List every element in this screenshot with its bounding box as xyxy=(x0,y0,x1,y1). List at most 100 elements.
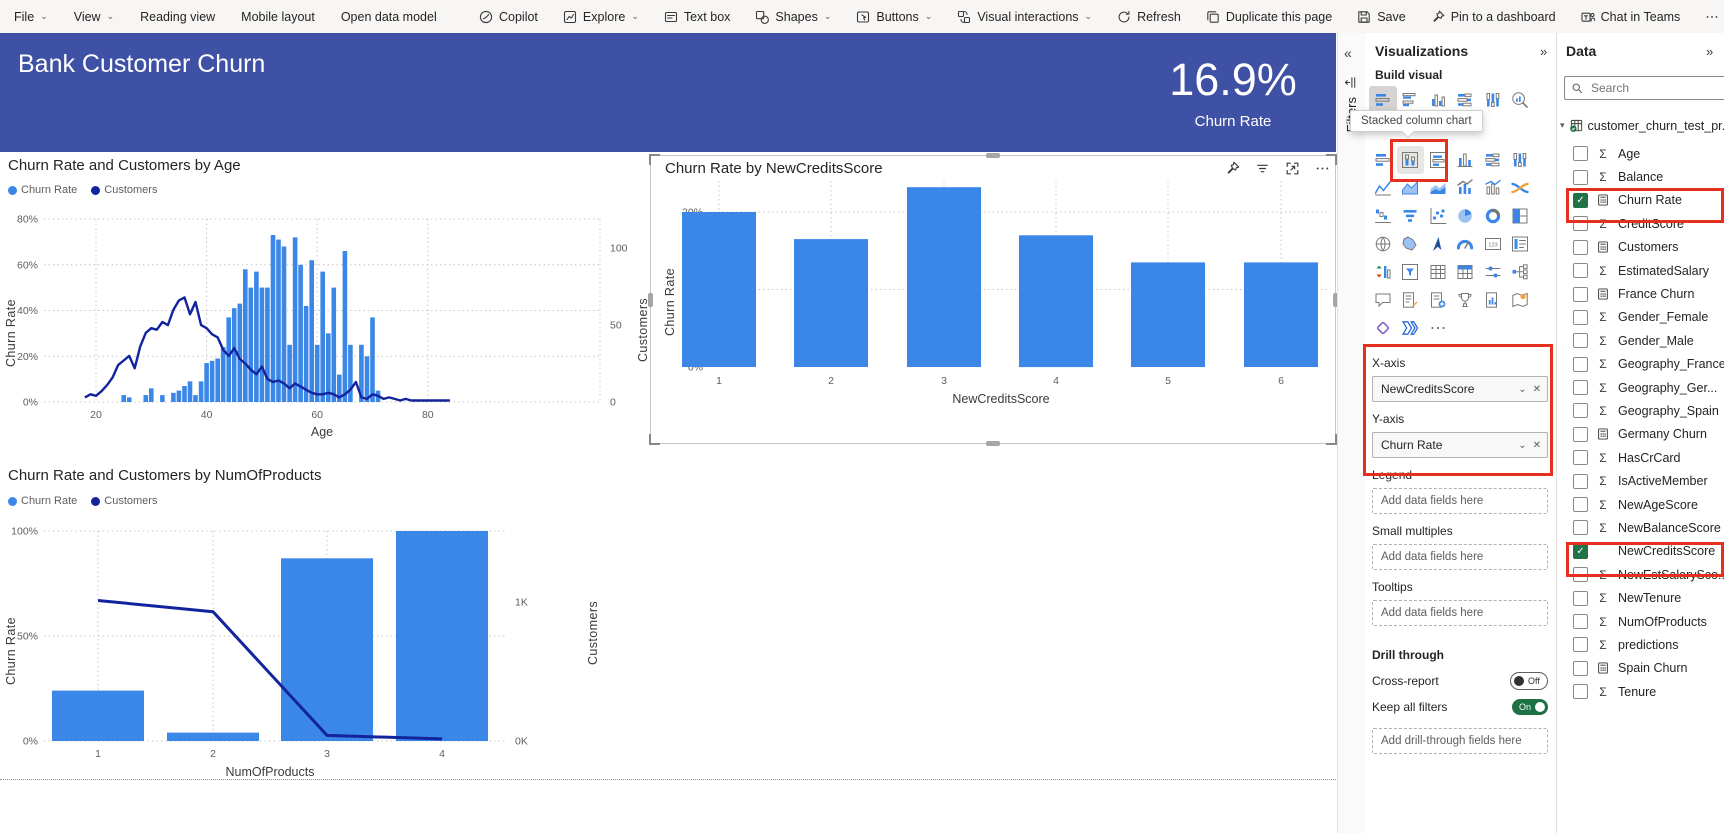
resize-handle-bottomright[interactable] xyxy=(1326,434,1337,445)
legend-item-churn-rate[interactable]: Churn Rate xyxy=(8,495,77,507)
visual-qa-visual-icon[interactable] xyxy=(1369,286,1397,314)
field-row-newcreditsscore[interactable]: ✓ NewCreditsScore xyxy=(1573,540,1723,563)
visual-power-apps-icon[interactable] xyxy=(1369,314,1397,342)
visual-slicer-icon[interactable] xyxy=(1397,258,1425,286)
visual-scatter-chart-icon[interactable] xyxy=(1424,202,1452,230)
visual-column-chart-icon[interactable] xyxy=(1452,146,1480,174)
kpi-card[interactable]: 16.9% Churn Rate xyxy=(1100,55,1366,131)
field-row-tenure[interactable]: Σ Tenure xyxy=(1573,680,1723,703)
collapse-data-pane-button[interactable]: » xyxy=(1706,44,1714,59)
checkbox[interactable] xyxy=(1573,473,1588,489)
checkbox[interactable] xyxy=(1573,169,1588,185)
visual-churn-by-newcreditsscore[interactable]: Churn Rate by NewCreditsScore Churn Rate… xyxy=(648,153,1338,446)
field-row-gender-female[interactable]: Σ Gender_Female xyxy=(1573,306,1723,329)
combo-chart-numofproducts[interactable]: 0% 50% 100% 0K 1K 1 2 3 4 NumOfProducts xyxy=(0,523,652,785)
field-row-gender-male[interactable]: Σ Gender_Male xyxy=(1573,329,1723,352)
visual-line-chart-icon[interactable] xyxy=(1369,174,1397,202)
visual-gauge-icon[interactable] xyxy=(1452,230,1480,258)
field-row-age[interactable]: Σ Age xyxy=(1573,142,1723,165)
field-row-geography-france[interactable]: Σ Geography_France xyxy=(1573,353,1724,376)
checkbox[interactable] xyxy=(1573,380,1588,396)
visual-waterfall-chart-icon[interactable] xyxy=(1369,202,1397,230)
field-row-newbalancescore[interactable]: Σ NewBalanceScore xyxy=(1573,516,1723,539)
drill-through-empty-well[interactable]: Add drill-through fields here xyxy=(1372,728,1548,754)
field-row-churn-rate[interactable]: ✓ Churn Rate xyxy=(1573,189,1723,212)
visual-100-stacked-column-chart-icon[interactable] xyxy=(1479,86,1507,114)
field-row-geography-ger[interactable]: Σ Geography_Ger... xyxy=(1573,376,1723,399)
toolbar-text-box-button[interactable]: Text box xyxy=(663,9,730,25)
field-row-newestsalarysco[interactable]: Σ NewEstSalarySco... xyxy=(1573,563,1724,586)
toolbar-file-button[interactable]: File ⌄ xyxy=(14,10,48,24)
visual-auto-visual-icon[interactable] xyxy=(1507,86,1535,114)
remove-field-icon[interactable]: ✕ xyxy=(1532,439,1541,451)
visual-100-stacked-column-icon[interactable] xyxy=(1507,146,1535,174)
filter-applied-icon[interactable] xyxy=(1254,160,1271,177)
field-row-numofproducts[interactable]: Σ NumOfProducts xyxy=(1573,610,1723,633)
field-pill-churn-rate[interactable]: Churn Rate ⌄ ✕ xyxy=(1372,432,1548,458)
visual-more-visuals-icon[interactable] xyxy=(1424,314,1452,342)
collapse-visualizations-pane-button[interactable]: » xyxy=(1540,44,1548,59)
resize-handle-topleft[interactable] xyxy=(649,154,660,165)
chevron-down-icon[interactable]: ⌄ xyxy=(1518,383,1527,395)
visual-power-bi-report-icon[interactable] xyxy=(1479,286,1507,314)
visual-treemap-icon[interactable] xyxy=(1507,202,1535,230)
visual-card-icon[interactable]: 123 xyxy=(1479,230,1507,258)
remove-field-icon[interactable]: ✕ xyxy=(1532,383,1541,395)
visual-arcgis-map-icon[interactable] xyxy=(1507,286,1535,314)
cross-report-toggle[interactable]: Off xyxy=(1510,672,1548,690)
empty-well-tooltips[interactable]: Add data fields here xyxy=(1372,600,1548,626)
empty-well-small-multiples[interactable]: Add data fields here xyxy=(1372,544,1548,570)
checkbox[interactable] xyxy=(1573,450,1588,466)
field-row-creditscore[interactable]: Σ CreditScore xyxy=(1573,212,1723,235)
visual-kpi-icon[interactable] xyxy=(1369,258,1397,286)
visual-line-and-clustered-column-chart-icon[interactable] xyxy=(1479,174,1507,202)
toolbar-reading-view-button[interactable]: Reading view xyxy=(140,10,215,24)
checkbox[interactable] xyxy=(1573,356,1588,372)
checkbox[interactable] xyxy=(1573,520,1588,536)
checkbox[interactable] xyxy=(1573,286,1588,302)
visual-area-chart-icon[interactable] xyxy=(1397,174,1425,202)
resize-handle-right[interactable] xyxy=(1333,292,1338,307)
visual-paginated-report-icon[interactable] xyxy=(1424,286,1452,314)
visual-churn-by-numofproducts[interactable]: Churn Rate and Customers by NumOfProduct… xyxy=(0,455,652,785)
toolbar-open-data-model-button[interactable]: Open data model xyxy=(341,10,437,24)
toolbar-refresh-button[interactable]: Refresh xyxy=(1116,9,1181,25)
field-row-customers[interactable]: Customers xyxy=(1573,236,1723,259)
visual-line-and-stacked-column-chart-icon[interactable] xyxy=(1452,174,1480,202)
field-row-balance[interactable]: Σ Balance xyxy=(1573,165,1723,188)
visual-stacked-bar-chart-icon[interactable] xyxy=(1369,86,1397,114)
checkbox-checked[interactable]: ✓ xyxy=(1573,543,1588,559)
checkbox[interactable] xyxy=(1573,309,1588,325)
more-options-icon[interactable] xyxy=(1314,160,1331,177)
combo-chart-age[interactable]: 0% 20% 40% 60% 80% 20 40 60 80 0 50 100 Age xyxy=(0,202,652,442)
checkbox[interactable] xyxy=(1573,590,1588,606)
toolbar-chat-in-teams-button[interactable]: Chat in Teams xyxy=(1580,9,1680,25)
visual-map-icon[interactable] xyxy=(1369,230,1397,258)
field-row-spain-churn[interactable]: Spain Churn xyxy=(1573,657,1723,680)
visual-table-icon[interactable] xyxy=(1424,258,1452,286)
toolbar-copilot-button[interactable]: Copilot xyxy=(478,9,538,25)
toolbar-view-button[interactable]: View ⌄ xyxy=(74,10,114,24)
field-row-hascrcard[interactable]: Σ HasCrCard xyxy=(1573,446,1723,469)
checkbox[interactable] xyxy=(1573,239,1588,255)
search-box[interactable] xyxy=(1564,76,1724,100)
checkbox[interactable] xyxy=(1573,660,1588,676)
field-row-newagescore[interactable]: Σ NewAgeScore xyxy=(1573,493,1723,516)
legend-item-customers[interactable]: Customers xyxy=(91,184,157,196)
field-row-geography-spain[interactable]: Σ Geography_Spain xyxy=(1573,399,1723,422)
keep-all-filters-toggle[interactable]: On xyxy=(1512,699,1548,715)
pin-visual-icon[interactable] xyxy=(1224,160,1241,177)
checkbox[interactable] xyxy=(1573,146,1588,162)
checkbox[interactable] xyxy=(1573,403,1588,419)
resize-handle-top[interactable] xyxy=(986,153,1000,158)
toolbar-pin-to-a-dashboard-button[interactable]: Pin to a dashboard xyxy=(1430,9,1556,25)
chevron-down-icon[interactable]: ⌄ xyxy=(1518,439,1527,451)
search-input[interactable] xyxy=(1589,80,1693,96)
toolbar-mobile-layout-button[interactable]: Mobile layout xyxy=(241,10,315,24)
dataset-table-row[interactable]: ▾ customer_churn_test_pr... xyxy=(1560,118,1724,133)
visual-ribbon-chart-icon[interactable] xyxy=(1507,174,1535,202)
checkbox[interactable] xyxy=(1573,614,1588,629)
field-row-isactivemember[interactable]: Σ IsActiveMember xyxy=(1573,469,1723,492)
visual-bar-chart-icon[interactable] xyxy=(1369,146,1397,174)
